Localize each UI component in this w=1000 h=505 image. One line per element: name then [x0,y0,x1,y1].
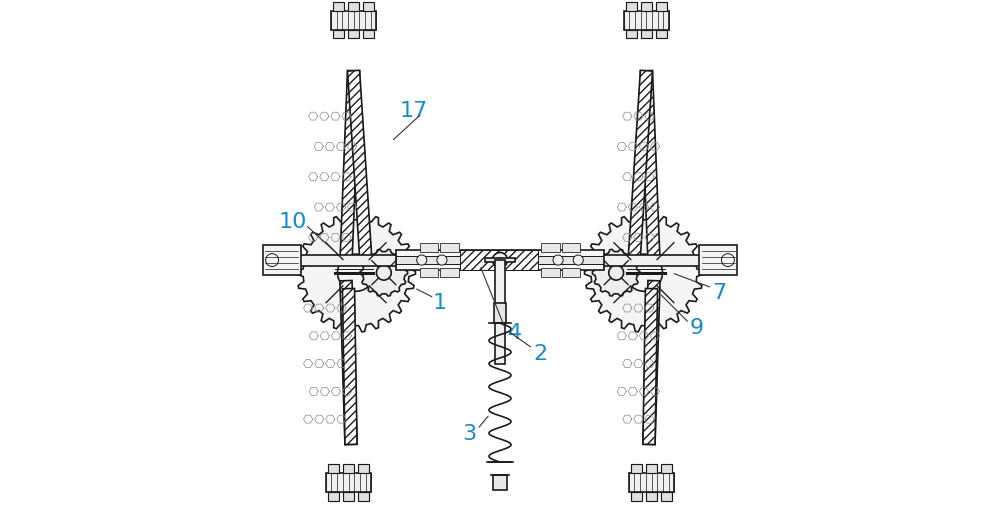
Circle shape [376,265,391,280]
Circle shape [609,265,624,280]
Polygon shape [640,71,660,262]
Bar [624,11,669,30]
Bar [440,243,459,252]
Text: 4: 4 [508,323,522,343]
Bar [420,268,438,277]
Bar [485,258,515,262]
Bar [631,464,642,473]
Bar [641,2,652,11]
Bar [358,464,369,473]
Circle shape [417,255,427,265]
Bar [328,464,339,473]
Text: 1: 1 [432,293,446,313]
Polygon shape [340,71,360,262]
Bar [626,30,637,38]
Polygon shape [348,70,372,265]
Polygon shape [340,280,357,444]
Text: 3: 3 [463,424,477,444]
Text: 2: 2 [533,343,547,364]
Bar [343,492,354,500]
Polygon shape [592,249,640,296]
Bar [358,492,369,500]
Bar [631,492,642,500]
Bar [646,464,657,473]
Circle shape [437,255,447,265]
Polygon shape [628,70,652,265]
Bar [604,255,702,266]
Circle shape [498,258,502,263]
Circle shape [625,254,662,291]
Bar [363,2,374,11]
Bar [420,243,438,252]
Text: 7: 7 [713,283,727,303]
Polygon shape [643,280,660,444]
Polygon shape [342,288,357,444]
Bar [343,464,354,473]
Polygon shape [643,288,658,444]
Circle shape [492,252,508,268]
Bar [656,30,667,38]
Bar [348,30,359,38]
Bar [495,260,505,364]
Bar [661,464,672,473]
Bar [629,473,674,492]
Bar [541,243,560,252]
Bar [298,255,396,266]
Bar [661,492,672,500]
Bar [263,245,301,275]
Circle shape [338,254,375,291]
Text: 9: 9 [690,318,704,338]
Bar [656,2,667,11]
Bar [396,250,604,270]
Polygon shape [585,214,703,332]
Polygon shape [297,214,415,332]
Bar [348,2,359,11]
Bar [326,473,371,492]
Bar [562,243,580,252]
Bar [646,492,657,500]
Bar [626,2,637,11]
Bar [493,475,507,490]
Bar [541,268,560,277]
Bar [494,303,506,323]
Polygon shape [360,249,408,296]
Bar [328,492,339,500]
Text: 17: 17 [400,101,428,121]
Bar [562,268,580,277]
Bar [460,250,538,270]
Circle shape [573,255,583,265]
Bar [363,30,374,38]
Bar [440,268,459,277]
Text: 10: 10 [279,212,307,232]
Bar [699,245,737,275]
Circle shape [553,255,563,265]
Bar [641,30,652,38]
Bar [396,256,604,264]
Bar [333,2,344,11]
Bar [331,11,376,30]
Bar [333,30,344,38]
